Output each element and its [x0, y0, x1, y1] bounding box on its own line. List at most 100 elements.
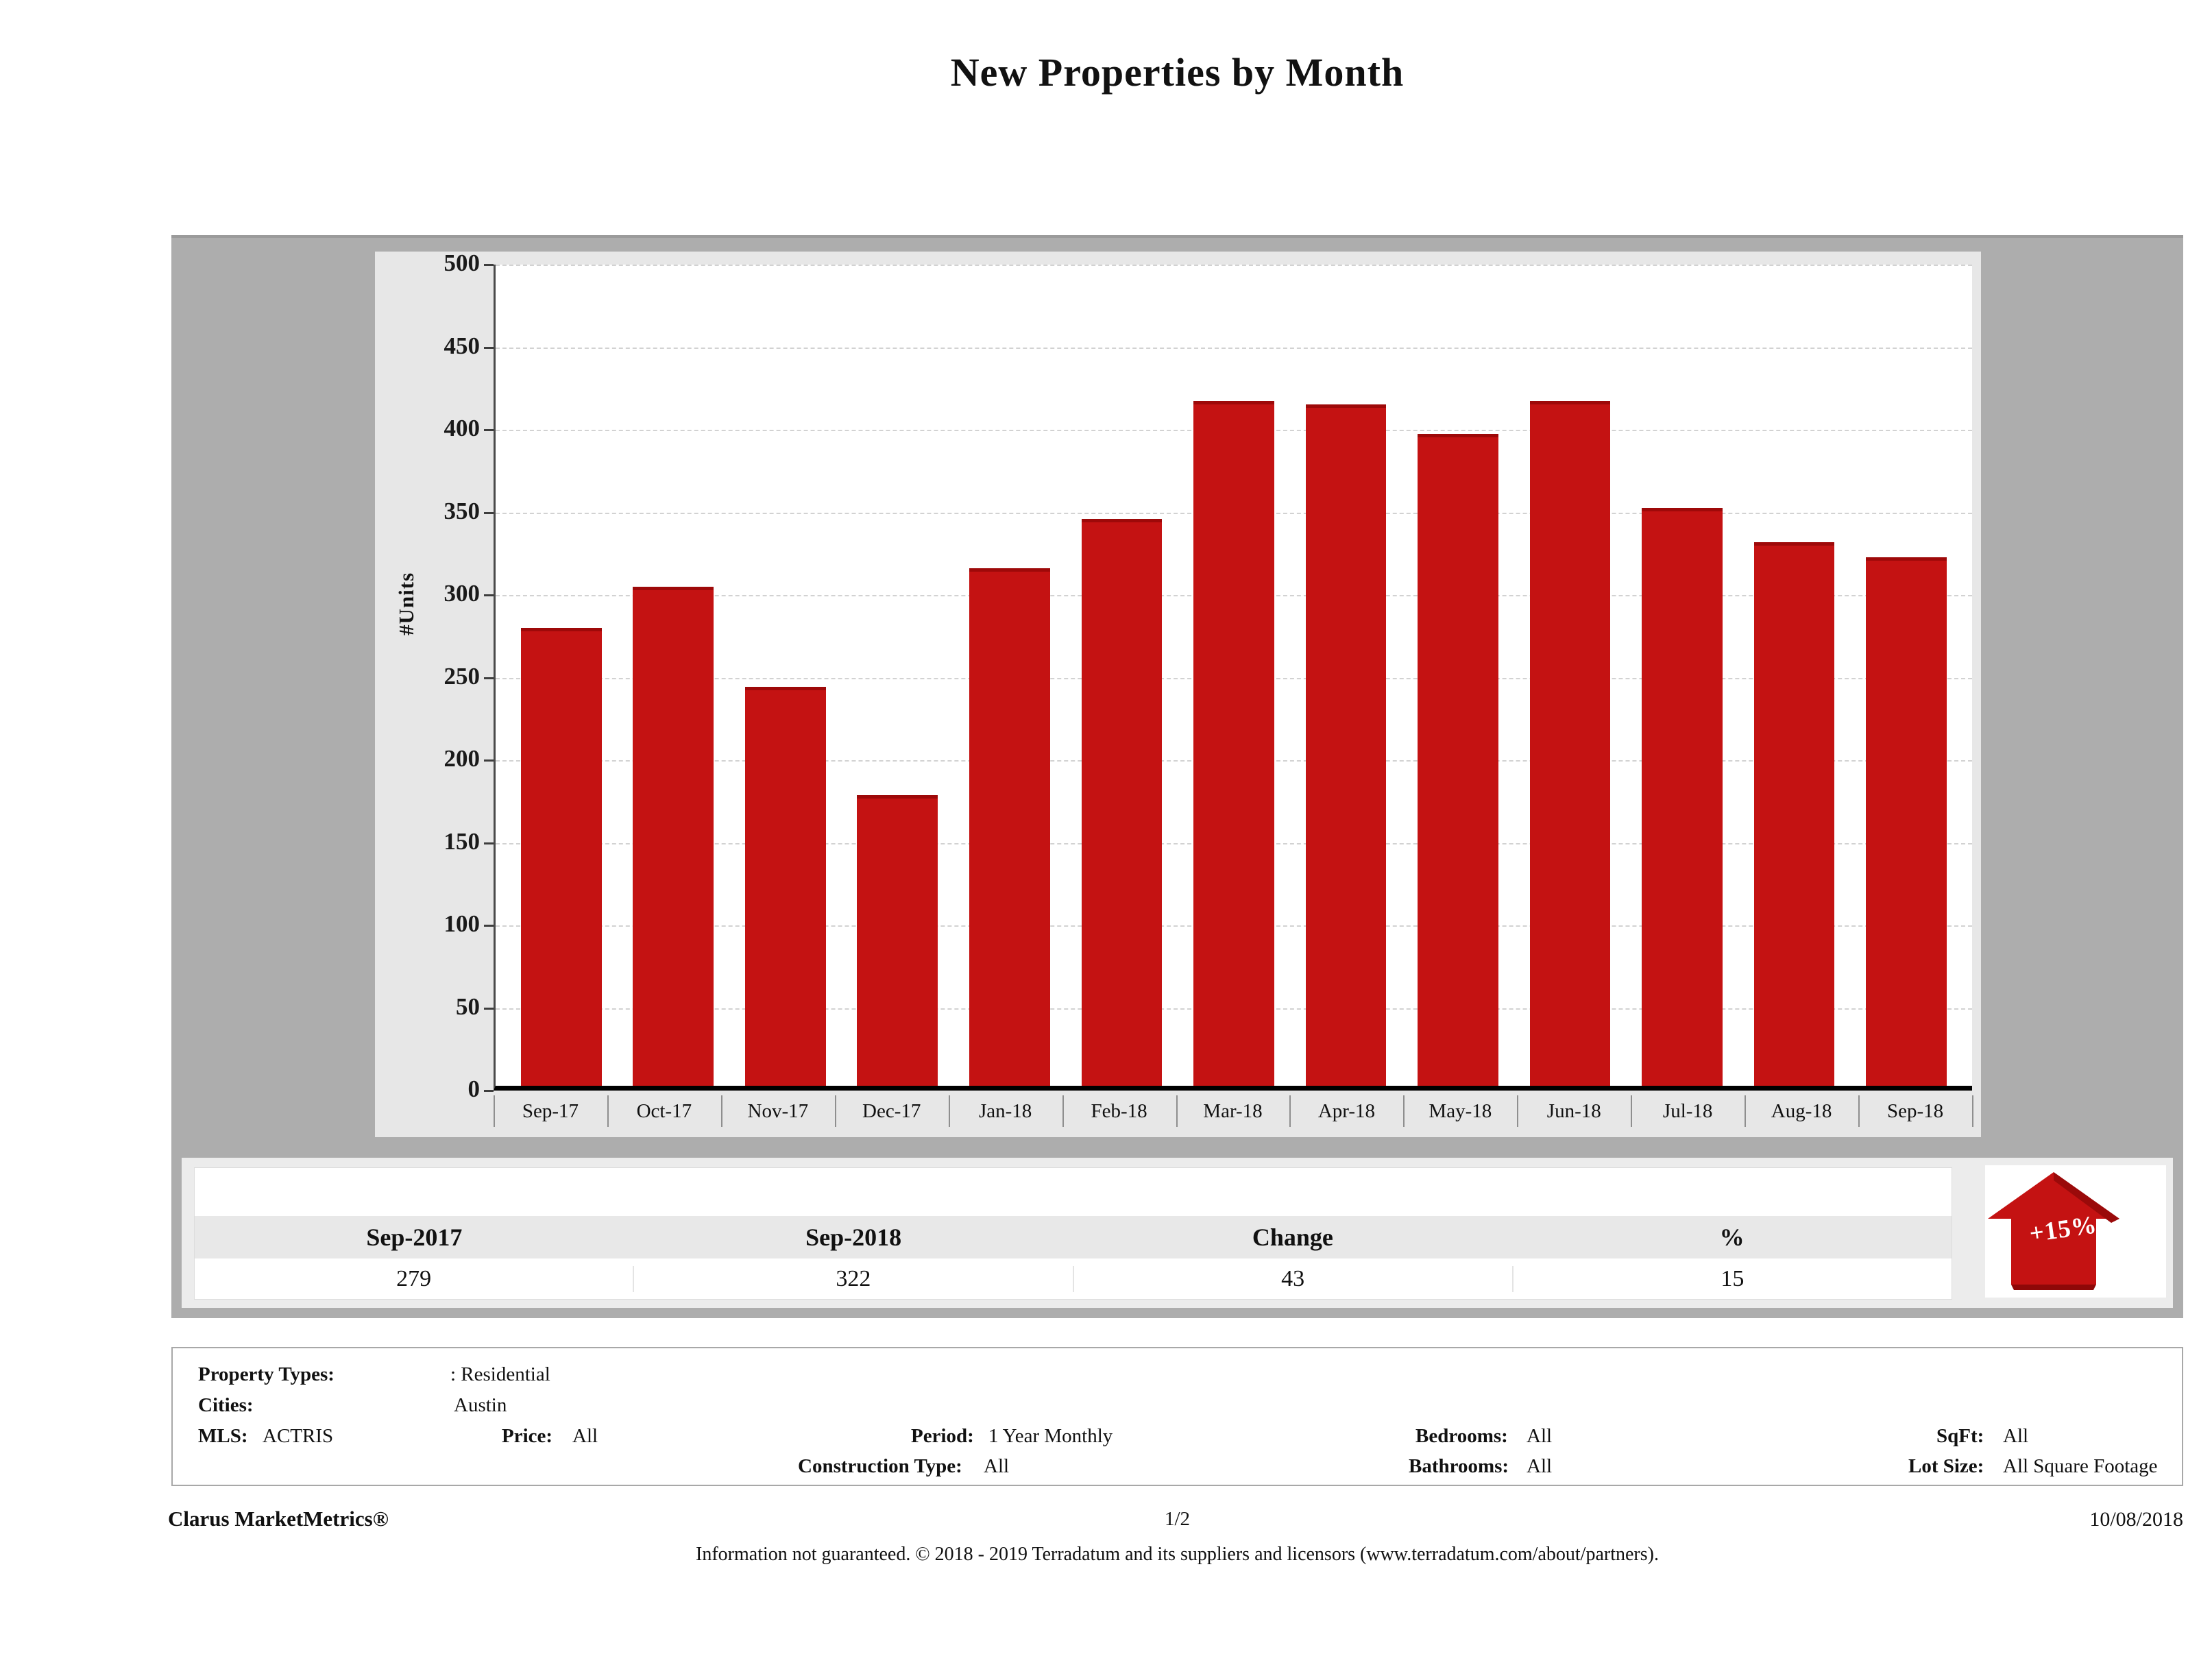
- x-tick-separator: [1858, 1095, 1860, 1127]
- x-tick-label-Mar-18: Mar-18: [1203, 1100, 1263, 1122]
- x-tick-label-Jan-18: Jan-18: [978, 1100, 1032, 1122]
- x-tick-separator: [1403, 1095, 1405, 1127]
- y-tick-mark: [484, 1007, 494, 1010]
- bedrooms-value: All: [1527, 1425, 1553, 1447]
- y-tick-mark: [484, 594, 494, 596]
- chart-bar-Nov-17: [744, 686, 826, 1086]
- bathrooms-value: All: [1527, 1455, 1553, 1477]
- y-tick-label-500: 500: [443, 250, 481, 276]
- y-tick-mark: [484, 925, 494, 927]
- bathrooms-label: Bathrooms:: [1409, 1455, 1509, 1477]
- x-tick-label-Sep-17: Sep-17: [522, 1100, 579, 1122]
- x-tick-separator: [607, 1095, 609, 1127]
- property-types-label: Property Types:: [198, 1363, 335, 1385]
- bar-slot-Sep-18: [1850, 265, 1962, 1086]
- chart-bar-Dec-17: [857, 794, 938, 1086]
- y-tick-mark: [484, 759, 494, 762]
- x-tick-label-Feb-18: Feb-18: [1091, 1100, 1147, 1122]
- x-tick-separator: [1289, 1095, 1291, 1127]
- y-tick-mark: [484, 1090, 494, 1092]
- x-tick-separator: [1176, 1095, 1178, 1127]
- y-tick-mark: [484, 511, 494, 514]
- footer-page-number: 1/2: [1164, 1508, 1191, 1530]
- chart-bar-Oct-17: [633, 586, 714, 1086]
- y-tick-mark: [484, 346, 494, 349]
- mls-label: MLS:: [198, 1425, 248, 1447]
- price-value: All: [572, 1425, 598, 1447]
- lot-size-value: All Square Footage: [2003, 1455, 2158, 1477]
- lot-size-label: Lot Size:: [1908, 1455, 1984, 1477]
- x-tick-separator: [494, 1095, 495, 1127]
- chart-bar-Apr-18: [1305, 404, 1387, 1086]
- x-tick-separator: [1062, 1095, 1064, 1127]
- property-types-value: : Residential: [450, 1363, 550, 1385]
- y-tick-mark: [484, 842, 494, 844]
- cities-label: Cities:: [198, 1394, 254, 1416]
- y-tick-label-0: 0: [467, 1075, 481, 1102]
- y-tick-label-100: 100: [443, 910, 481, 937]
- chart-bar-Jan-18: [969, 568, 1050, 1086]
- footer-date: 10/08/2018: [2089, 1508, 2183, 1531]
- y-tick-mark: [484, 429, 494, 431]
- sqft-value: All: [2003, 1425, 2029, 1447]
- bedrooms-label: Bedrooms:: [1415, 1425, 1508, 1447]
- chart-bar-Mar-18: [1193, 400, 1274, 1086]
- bar-slot-Nov-17: [729, 265, 842, 1086]
- y-tick-label-450: 450: [443, 332, 481, 359]
- price-label: Price:: [502, 1425, 553, 1447]
- x-axis-labels: Sep-17 Oct-17 Nov-17 Dec-17 Jan-18 Feb-18 Mar-…: [494, 1100, 1972, 1123]
- x-tick-separator: [1631, 1095, 1633, 1127]
- period-label: Period:: [911, 1425, 974, 1447]
- mls-value: ACTRIS: [263, 1425, 334, 1447]
- y-tick-label-400: 400: [443, 415, 481, 441]
- chart-bar-Feb-18: [1081, 519, 1163, 1086]
- construction-type-value: All: [984, 1455, 1010, 1477]
- x-tick-label-Apr-18: Apr-18: [1317, 1100, 1375, 1122]
- bar-slot-May-18: [1402, 265, 1514, 1086]
- chart-bar-Jul-18: [1642, 507, 1723, 1086]
- construction-type-label: Construction Type:: [798, 1455, 962, 1477]
- y-tick-label-150: 150: [443, 827, 481, 855]
- x-tick-separator: [1517, 1095, 1519, 1127]
- y-tick-label-250: 250: [443, 662, 481, 690]
- filters-box: Property Types: : Residential Cities: Au…: [171, 1347, 2183, 1486]
- period-value: 1 Year Monthly: [988, 1425, 1113, 1447]
- bar-slot-Oct-17: [618, 265, 730, 1086]
- x-tick-separator: [1745, 1095, 1747, 1127]
- chart-panel: #Units Sep-17 Oct-17 Nov-17 Dec-17 Jan-18 Feb…: [375, 250, 1981, 1137]
- chart-bar-Sep-18: [1866, 557, 1947, 1086]
- sqft-label: SqFt:: [1936, 1425, 1984, 1447]
- footer-disclaimer: Information not guaranteed. © 2018 - 201…: [696, 1544, 1659, 1565]
- page-title: New Properties by Month: [950, 50, 1405, 95]
- x-tick-label-Dec-17: Dec-17: [862, 1100, 921, 1122]
- bar-slot-Sep-17: [505, 265, 618, 1086]
- bar-slot-Feb-18: [1066, 265, 1178, 1086]
- y-tick-label-50: 50: [456, 993, 480, 1020]
- plot-area: [494, 265, 1972, 1091]
- x-tick-label-Sep-18: Sep-18: [1886, 1100, 1944, 1122]
- x-tick-separator: [834, 1095, 836, 1127]
- y-tick-mark: [484, 264, 494, 266]
- bar-slot-Jan-18: [953, 265, 1066, 1086]
- chart-bar-Sep-17: [520, 627, 602, 1086]
- y-tick-label-200: 200: [443, 745, 481, 772]
- x-tick-label-Aug-18: Aug-18: [1771, 1100, 1832, 1122]
- bar-slot-Mar-18: [1178, 265, 1290, 1086]
- x-tick-label-Jun-18: Jun-18: [1546, 1100, 1601, 1122]
- bar-slot-Dec-17: [842, 265, 954, 1086]
- gridline-500: [496, 265, 1972, 266]
- bar-slot-Aug-18: [1738, 265, 1851, 1086]
- chart-bar-May-18: [1418, 433, 1498, 1086]
- x-tick-separator: [720, 1095, 722, 1127]
- chart-bar-Jun-18: [1529, 400, 1611, 1086]
- y-tick-label-350: 350: [443, 497, 481, 524]
- bar-slot-Apr-18: [1290, 265, 1402, 1086]
- y-tick-label-300: 300: [443, 580, 481, 607]
- bar-slot-Jun-18: [1514, 265, 1627, 1086]
- bar-series: [496, 265, 1972, 1086]
- x-tick-label-May-18: May-18: [1429, 1100, 1492, 1122]
- x-tick-label-Oct-17: Oct-17: [636, 1100, 692, 1122]
- x-tick-label-Jul-18: Jul-18: [1662, 1100, 1713, 1122]
- gridline-450: [496, 347, 1972, 349]
- chart-container: #Units Sep-17 Oct-17 Nov-17 Dec-17 Jan-18 Feb…: [171, 235, 2183, 1318]
